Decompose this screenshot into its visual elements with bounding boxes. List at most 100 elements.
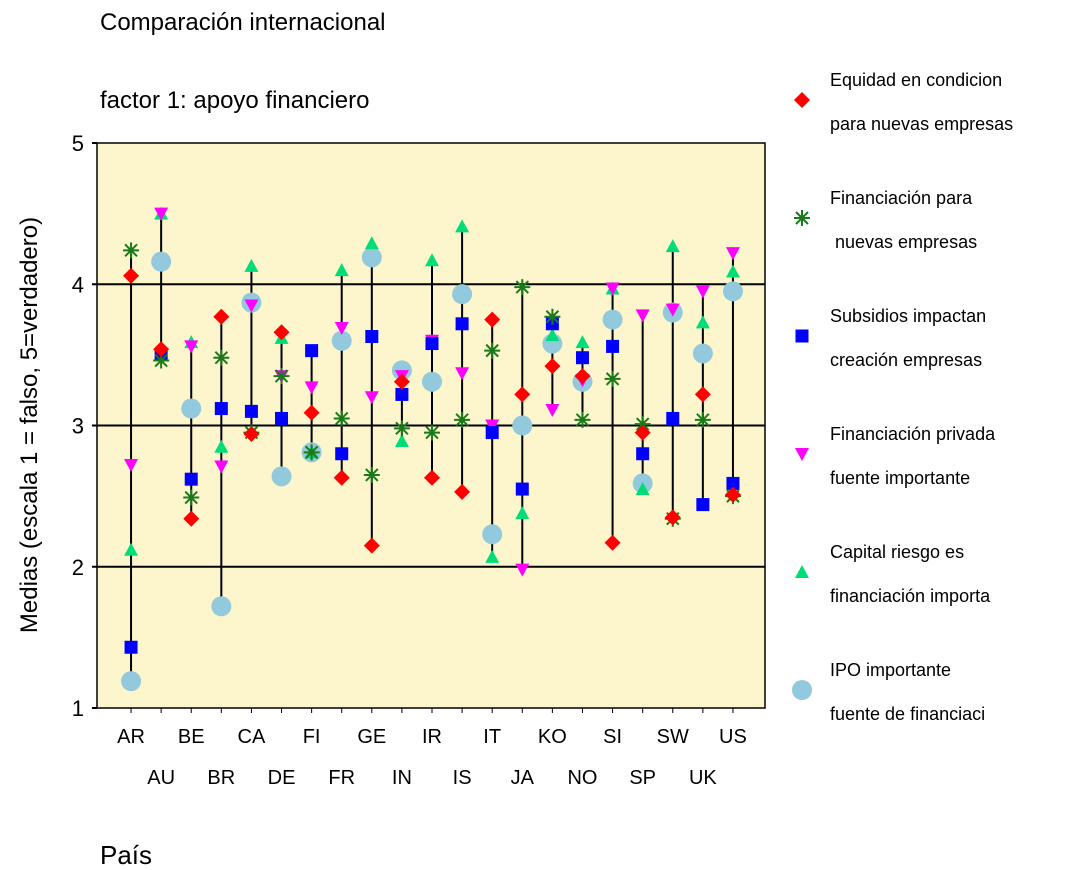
x-tick-label: SW [657, 726, 689, 748]
marker [121, 671, 142, 692]
marker [335, 447, 349, 461]
legend-icon [795, 329, 809, 343]
marker [365, 330, 379, 344]
marker [452, 284, 473, 305]
x-tick-label: UK [689, 767, 717, 789]
marker [395, 387, 409, 401]
marker [602, 309, 623, 330]
marker [694, 386, 711, 403]
legend-icon [794, 210, 810, 226]
x-tick-label: IR [422, 726, 442, 748]
marker [213, 308, 230, 325]
marker [484, 311, 501, 328]
marker [636, 447, 650, 461]
marker [574, 411, 591, 428]
legend-label: Financiación para nuevas empresas [830, 188, 978, 252]
legend-icon [794, 92, 810, 108]
marker [514, 386, 531, 403]
marker [153, 352, 170, 369]
marker [725, 264, 740, 278]
marker [214, 439, 229, 453]
legend-entry: Financiación para nuevas empresas [790, 176, 1080, 294]
marker [214, 402, 228, 416]
marker [154, 207, 169, 221]
marker [726, 476, 740, 490]
marker [544, 358, 561, 375]
legend-icon [795, 448, 809, 461]
marker [273, 324, 290, 341]
marker [304, 381, 319, 395]
marker [333, 410, 350, 427]
marker [666, 411, 680, 425]
marker [181, 398, 202, 419]
marker [184, 340, 199, 354]
y-tick-label: 1 [72, 696, 84, 721]
marker [124, 459, 139, 473]
marker [482, 524, 503, 545]
marker [124, 542, 139, 556]
marker [485, 426, 499, 440]
marker [393, 373, 410, 390]
marker [545, 328, 560, 342]
marker [151, 251, 172, 272]
marker [425, 337, 439, 351]
x-tick-label: FI [303, 726, 321, 748]
marker [424, 424, 440, 441]
marker [361, 247, 382, 268]
x-tick-label: KO [538, 726, 567, 748]
legend-icon [795, 565, 809, 578]
legend-marker [795, 448, 809, 461]
marker [394, 434, 409, 448]
marker [454, 483, 471, 500]
marker [244, 299, 259, 313]
x-tick-label: SP [629, 767, 656, 789]
legend-marker [792, 680, 812, 700]
marker [123, 267, 140, 284]
marker [606, 339, 620, 353]
marker [211, 596, 232, 617]
marker [425, 253, 439, 267]
legend-label: Subsidios impactan creación empresas [830, 306, 987, 370]
marker [634, 416, 651, 433]
marker [485, 549, 500, 563]
marker [183, 489, 200, 506]
x-tick-label: AU [147, 767, 175, 789]
marker [694, 411, 711, 428]
x-tick-label: NO [567, 767, 597, 789]
x-tick-label: BE [178, 726, 205, 748]
legend: Equidad en condicion para nuevas empresa… [790, 58, 1080, 766]
y-tick-label: 4 [72, 272, 84, 297]
y-tick-label: 5 [72, 131, 84, 156]
marker [696, 498, 710, 512]
marker [722, 281, 743, 302]
marker [334, 322, 349, 336]
x-axis-title: País [100, 840, 152, 870]
marker [635, 309, 650, 323]
marker [331, 330, 352, 351]
x-tick-label: AR [117, 726, 145, 748]
marker [575, 351, 589, 365]
legend-entry: Equidad en condicion para nuevas empresa… [790, 58, 1080, 176]
marker [635, 482, 650, 496]
marker [305, 344, 319, 358]
marker [363, 466, 380, 483]
marker [455, 317, 469, 331]
marker [515, 563, 530, 577]
legend-entry: Capital riesgo es financiación importa [790, 530, 1080, 648]
marker [695, 315, 710, 329]
marker [575, 335, 590, 349]
x-tick-label: CA [238, 726, 266, 748]
x-tick-label: JA [511, 767, 535, 789]
x-tick-label: IS [453, 767, 472, 789]
marker [574, 368, 591, 385]
marker [515, 482, 529, 496]
marker [275, 411, 289, 425]
x-tick-label: DE [268, 767, 296, 789]
marker [364, 236, 379, 250]
marker [512, 415, 533, 436]
marker [244, 404, 258, 418]
chart-subtitle: factor 1: apoyo financiero [100, 87, 370, 114]
marker [422, 371, 442, 392]
marker [604, 370, 621, 387]
